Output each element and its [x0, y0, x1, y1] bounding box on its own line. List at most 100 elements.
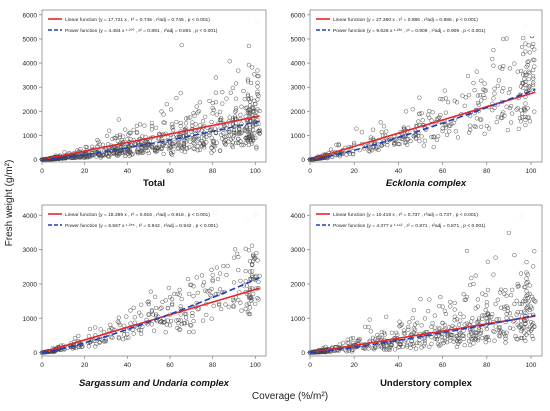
data-point — [131, 305, 136, 310]
data-point — [175, 146, 180, 151]
data-point — [430, 110, 435, 115]
data-point — [521, 85, 526, 91]
data-point — [492, 86, 497, 91]
data-point — [158, 320, 163, 325]
data-point — [529, 333, 535, 339]
data-point — [145, 148, 150, 153]
data-point — [231, 127, 237, 133]
data-point — [461, 292, 466, 297]
data-point — [460, 93, 465, 98]
data-point — [214, 112, 220, 117]
data-point — [230, 304, 236, 309]
data-point — [144, 145, 149, 150]
data-point — [519, 44, 525, 50]
data-point — [523, 296, 528, 301]
data-point — [484, 123, 489, 129]
data-point — [246, 301, 252, 306]
data-point — [194, 104, 199, 109]
data-point — [126, 132, 131, 137]
data-point — [482, 312, 487, 318]
data-point — [531, 67, 536, 73]
figure-ylabel: Fresh weight (g/m²) — [4, 160, 15, 247]
data-point — [190, 120, 195, 125]
data-point — [386, 346, 391, 352]
data-point — [129, 152, 134, 157]
data-point — [246, 110, 252, 116]
data-point — [521, 81, 526, 86]
data-point — [253, 277, 258, 283]
data-point — [455, 135, 461, 140]
x-tick-label: 80 — [209, 168, 217, 175]
panel-3: 0 1000 2000 3000 4000 0 20 40 60 80 100 Linear func… — [23, 204, 267, 389]
data-point — [257, 108, 262, 114]
data-point — [422, 341, 428, 346]
data-point — [444, 333, 450, 338]
data-point — [482, 95, 487, 101]
data-point — [251, 252, 256, 257]
data-point — [413, 346, 419, 351]
x-tick-label: 80 — [209, 362, 217, 369]
data-point — [498, 329, 504, 334]
data-point — [379, 329, 384, 335]
data-point — [448, 299, 453, 304]
data-point — [469, 319, 474, 324]
data-point — [411, 330, 416, 335]
data-point — [247, 312, 253, 317]
data-point — [475, 336, 481, 341]
data-point — [117, 134, 123, 140]
data-point — [76, 333, 81, 339]
data-point — [168, 151, 174, 156]
data-point — [169, 125, 175, 130]
scatter-points — [39, 210, 262, 355]
data-point — [231, 130, 237, 136]
data-point — [159, 305, 164, 310]
data-point — [84, 144, 89, 150]
data-point — [473, 331, 478, 336]
data-point — [434, 137, 440, 143]
data-point — [176, 141, 181, 147]
data-point — [232, 114, 238, 119]
data-point — [501, 330, 506, 335]
data-point — [497, 65, 503, 70]
data-point — [524, 72, 529, 77]
data-point — [437, 115, 442, 120]
data-point — [214, 265, 220, 270]
data-point — [497, 290, 503, 295]
data-point — [197, 147, 203, 152]
data-point — [210, 279, 215, 284]
data-point — [162, 120, 167, 125]
data-point — [125, 137, 130, 142]
data-point — [178, 124, 183, 129]
x-tick-label: 60 — [439, 168, 447, 175]
data-point — [139, 313, 144, 318]
data-point — [491, 47, 496, 53]
data-point — [168, 107, 174, 112]
data-point — [181, 138, 187, 143]
data-point — [429, 134, 434, 140]
y-tick-label: 0 — [33, 157, 37, 164]
x-tick-label: 20 — [81, 362, 89, 369]
data-point — [461, 336, 466, 342]
data-point — [232, 247, 238, 252]
data-point — [443, 125, 449, 130]
data-point — [448, 338, 453, 343]
data-point — [440, 304, 445, 309]
x-tick-label: 20 — [81, 168, 89, 175]
data-point — [345, 337, 350, 342]
data-point — [161, 112, 166, 117]
data-point — [476, 316, 482, 321]
data-point — [437, 343, 442, 348]
data-point — [504, 36, 509, 41]
data-point — [447, 129, 452, 134]
data-point — [130, 151, 135, 157]
data-point — [391, 142, 397, 147]
y-tick-label: 1000 — [23, 133, 38, 140]
data-point — [256, 297, 261, 302]
data-point — [255, 84, 260, 89]
data-point — [363, 346, 368, 351]
data-point — [323, 344, 328, 350]
data-point — [256, 279, 261, 284]
data-point — [472, 88, 477, 93]
data-point — [201, 145, 207, 150]
data-point — [421, 343, 426, 348]
